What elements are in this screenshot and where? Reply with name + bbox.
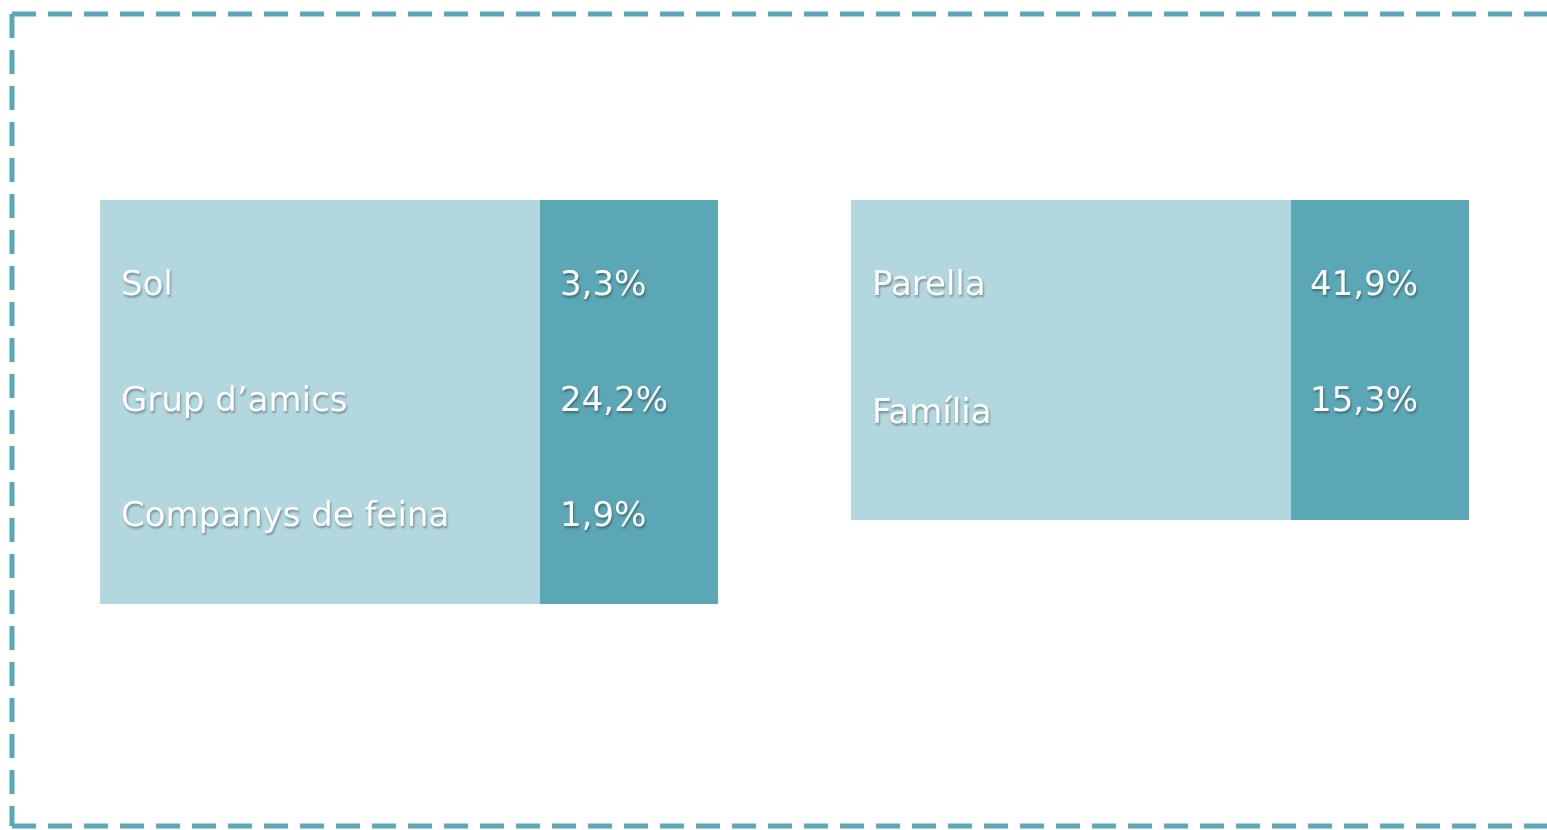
panel-labels xyxy=(100,200,540,604)
row-label: Grup d’amics xyxy=(121,380,348,420)
row-value: 3,3% xyxy=(560,264,647,304)
panel-values xyxy=(1291,200,1469,520)
row-value: 1,9% xyxy=(560,495,647,535)
panel-values xyxy=(540,200,718,604)
row-label: Sol xyxy=(121,264,173,304)
row-value: 24,2% xyxy=(560,380,669,420)
row-label: Família xyxy=(872,392,992,432)
panel-labels xyxy=(851,200,1291,520)
row-label: Parella xyxy=(872,264,986,304)
row-value: 41,9% xyxy=(1310,264,1419,304)
row-value: 15,3% xyxy=(1310,380,1419,420)
row-label: Companys de feina xyxy=(121,495,450,535)
